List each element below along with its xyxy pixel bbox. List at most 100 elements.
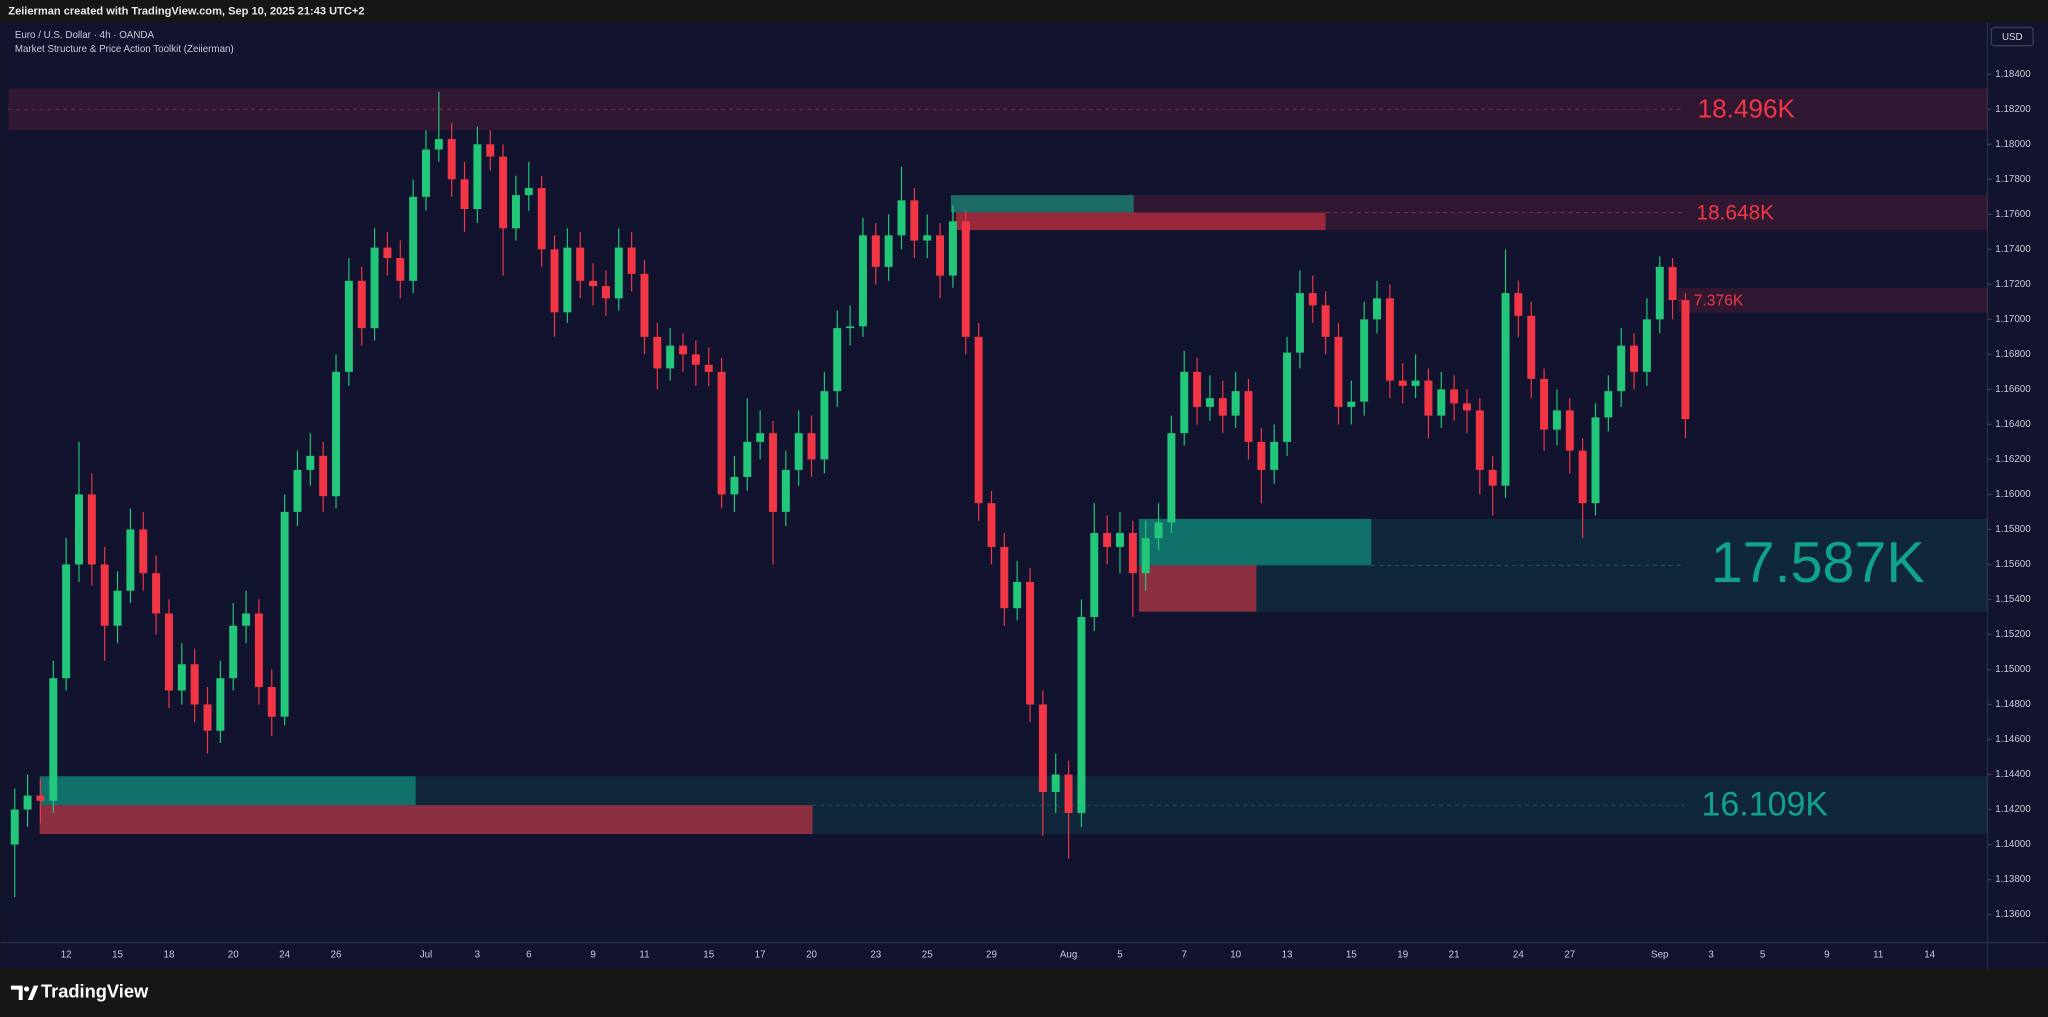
candle-body xyxy=(203,704,212,731)
candle-body xyxy=(794,433,803,470)
candle-body xyxy=(1244,391,1253,442)
brand: TradingView xyxy=(41,981,149,1002)
candle-body xyxy=(1270,441,1279,470)
candle-body xyxy=(1360,319,1369,402)
candle-body xyxy=(1128,532,1137,574)
candle-body xyxy=(1578,450,1587,504)
y-tick-label: 1.18400 xyxy=(1995,69,2031,80)
candle-body xyxy=(614,247,623,299)
candle-body xyxy=(1373,298,1382,320)
y-tick-label: 1.14800 xyxy=(1995,699,2031,710)
y-tick-label: 1.15600 xyxy=(1995,559,2031,570)
candle-body xyxy=(447,139,456,180)
x-tick-label: 9 xyxy=(1824,950,1829,961)
x-tick-label: Jul xyxy=(420,950,433,961)
candle-body xyxy=(344,280,353,372)
candle-body xyxy=(1257,441,1266,470)
x-tick-label: 14 xyxy=(1924,950,1935,961)
zone-volume-label: 7.376K xyxy=(1694,293,1744,310)
candle-body xyxy=(936,235,945,276)
zone-sell-bar xyxy=(956,212,1326,231)
y-tick-label: 1.16400 xyxy=(1995,419,2031,430)
candle-body xyxy=(460,179,469,210)
candle-body xyxy=(1167,433,1176,523)
x-tick-label: 15 xyxy=(1346,950,1357,961)
candle-body xyxy=(1668,266,1677,301)
chart-subtitle: Market Structure & Price Action Toolkit … xyxy=(15,44,234,55)
candle-body xyxy=(1013,581,1022,609)
candle-body xyxy=(75,494,83,565)
candle-body xyxy=(666,345,675,369)
candle-body xyxy=(1051,774,1060,793)
candle-body xyxy=(730,476,739,495)
candle-body xyxy=(49,678,58,801)
candle-body xyxy=(62,564,71,679)
candle-body xyxy=(383,247,392,259)
candle-body xyxy=(923,235,932,241)
candle-body xyxy=(1205,398,1214,407)
candle-body xyxy=(1488,469,1497,486)
x-tick-label: 19 xyxy=(1397,950,1408,961)
candle-body xyxy=(1450,389,1459,404)
candle-body xyxy=(126,529,135,591)
candle-body xyxy=(1617,345,1626,392)
zone-buy-bar xyxy=(950,195,1134,213)
candle-body xyxy=(306,455,315,470)
y-tick-label: 1.14600 xyxy=(1995,734,2031,745)
candle-body xyxy=(640,273,649,337)
candle-body xyxy=(216,678,225,731)
logo-mark xyxy=(10,985,23,1001)
candle-body xyxy=(113,590,122,626)
candle-body xyxy=(910,200,919,241)
x-tick-label: 20 xyxy=(228,950,239,961)
candle-body xyxy=(434,139,443,150)
candle-body xyxy=(653,336,662,369)
x-tick-label: 23 xyxy=(870,950,881,961)
candle-body xyxy=(1000,546,1009,609)
candle-body xyxy=(1180,371,1189,434)
x-tick-label: 6 xyxy=(526,950,532,961)
candle-body xyxy=(833,328,842,392)
candle-body xyxy=(1026,581,1035,705)
y-tick-label: 1.16200 xyxy=(1995,454,2031,465)
candle-body xyxy=(1475,410,1484,470)
logo-dot xyxy=(23,986,30,992)
candle-body xyxy=(1681,300,1690,420)
candle-body xyxy=(563,247,572,313)
x-tick-label: 18 xyxy=(164,950,175,961)
candle-body xyxy=(1193,371,1202,407)
candle-body xyxy=(1527,315,1536,379)
candle-body xyxy=(627,247,636,274)
x-tick-label: 21 xyxy=(1449,950,1460,961)
candle-body xyxy=(1385,298,1394,381)
candle-body xyxy=(1514,293,1523,316)
candle-body xyxy=(499,156,508,229)
y-tick-label: 1.18000 xyxy=(1995,139,2031,150)
candle-body xyxy=(1103,532,1112,547)
x-tick-label: 11 xyxy=(639,950,649,961)
candle-body xyxy=(293,469,302,512)
y-tick-label: 1.17200 xyxy=(1995,279,2031,290)
candle-body xyxy=(679,345,688,355)
candle-body xyxy=(1655,266,1664,320)
candle-body xyxy=(1630,345,1639,372)
candle-body xyxy=(974,336,983,504)
candle-body xyxy=(1462,403,1471,411)
candle-body xyxy=(820,391,829,460)
candle-body xyxy=(987,503,996,547)
candle-body xyxy=(948,221,957,276)
currency-label[interactable]: USD xyxy=(2002,32,2023,43)
y-tick-label: 1.15000 xyxy=(1995,664,2031,675)
candle-body xyxy=(486,144,495,157)
candle-body xyxy=(769,433,777,512)
candle-body xyxy=(229,625,238,679)
zone-volume-label: 16.109K xyxy=(1702,785,1829,823)
x-tick-label: Aug xyxy=(1060,950,1077,961)
y-tick-label: 1.17000 xyxy=(1995,314,2031,325)
candle-body xyxy=(1321,305,1330,337)
y-tick-label: 1.13600 xyxy=(1995,909,2031,920)
currency-box[interactable] xyxy=(1990,26,2034,47)
y-tick-label: 1.17400 xyxy=(1995,244,2031,255)
y-tick-label: 1.15400 xyxy=(1995,594,2031,605)
